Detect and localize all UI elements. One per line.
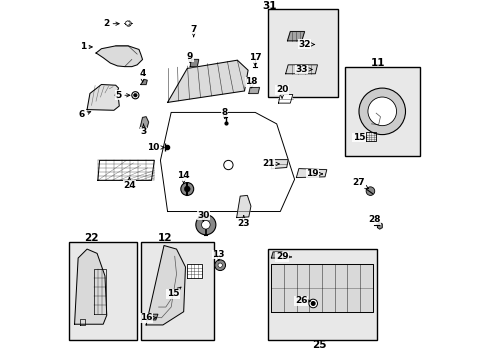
Text: 11: 11 xyxy=(369,58,384,68)
Polygon shape xyxy=(287,32,304,41)
Polygon shape xyxy=(190,59,198,67)
Circle shape xyxy=(181,183,193,195)
Text: 33: 33 xyxy=(295,65,312,74)
Polygon shape xyxy=(167,60,247,102)
Polygon shape xyxy=(125,21,130,26)
Text: 15: 15 xyxy=(352,133,366,142)
Polygon shape xyxy=(187,264,201,278)
Text: 10: 10 xyxy=(147,143,164,152)
Text: 14: 14 xyxy=(177,171,190,184)
Text: 22: 22 xyxy=(84,233,99,243)
Polygon shape xyxy=(98,160,154,180)
Polygon shape xyxy=(160,112,294,212)
Text: 16: 16 xyxy=(140,313,156,322)
Text: 32: 32 xyxy=(298,40,314,49)
Text: 4: 4 xyxy=(139,69,145,82)
Text: 15: 15 xyxy=(166,287,181,298)
Circle shape xyxy=(218,263,222,267)
Text: 8: 8 xyxy=(221,108,227,119)
Polygon shape xyxy=(146,246,185,325)
Text: 17: 17 xyxy=(248,53,261,66)
Text: 9: 9 xyxy=(186,52,193,63)
Circle shape xyxy=(366,187,374,195)
Circle shape xyxy=(201,220,210,229)
Bar xyxy=(344,67,419,156)
Circle shape xyxy=(214,260,225,271)
Circle shape xyxy=(311,302,314,305)
Text: 2: 2 xyxy=(103,19,119,28)
Text: 25: 25 xyxy=(312,340,326,350)
Text: 23: 23 xyxy=(237,216,249,228)
Bar xyxy=(69,242,137,340)
Text: 21: 21 xyxy=(262,159,279,168)
Text: 20: 20 xyxy=(275,85,287,98)
Polygon shape xyxy=(74,249,106,324)
Polygon shape xyxy=(278,95,292,103)
Text: 26: 26 xyxy=(294,297,310,306)
Circle shape xyxy=(308,299,317,308)
Text: 28: 28 xyxy=(367,215,380,225)
Text: 7: 7 xyxy=(190,24,197,37)
Circle shape xyxy=(184,186,190,192)
Polygon shape xyxy=(147,314,158,320)
Circle shape xyxy=(195,215,215,235)
Polygon shape xyxy=(285,65,317,74)
Polygon shape xyxy=(248,87,259,94)
Polygon shape xyxy=(271,264,372,312)
Text: 3: 3 xyxy=(140,124,146,136)
Bar xyxy=(141,242,214,340)
Polygon shape xyxy=(271,252,282,258)
Text: 12: 12 xyxy=(158,233,172,243)
Text: 1: 1 xyxy=(80,42,92,51)
Text: 31: 31 xyxy=(262,1,276,11)
Text: 13: 13 xyxy=(212,250,224,261)
Text: 24: 24 xyxy=(123,177,135,190)
Text: 19: 19 xyxy=(305,170,322,179)
Text: 29: 29 xyxy=(275,252,291,261)
Bar xyxy=(267,9,337,97)
Polygon shape xyxy=(96,46,142,67)
Bar xyxy=(267,249,376,340)
Circle shape xyxy=(133,94,137,97)
Polygon shape xyxy=(271,159,287,168)
Text: 27: 27 xyxy=(352,179,367,189)
Polygon shape xyxy=(377,222,382,229)
Circle shape xyxy=(358,88,405,135)
Polygon shape xyxy=(141,80,147,85)
Polygon shape xyxy=(296,168,326,177)
Text: 6: 6 xyxy=(79,111,91,120)
Polygon shape xyxy=(236,195,250,217)
Circle shape xyxy=(132,92,139,99)
Text: 5: 5 xyxy=(115,91,130,100)
Polygon shape xyxy=(87,85,119,110)
Text: 30: 30 xyxy=(197,211,209,221)
Circle shape xyxy=(367,97,396,126)
Text: 18: 18 xyxy=(245,77,257,88)
Polygon shape xyxy=(140,117,148,128)
